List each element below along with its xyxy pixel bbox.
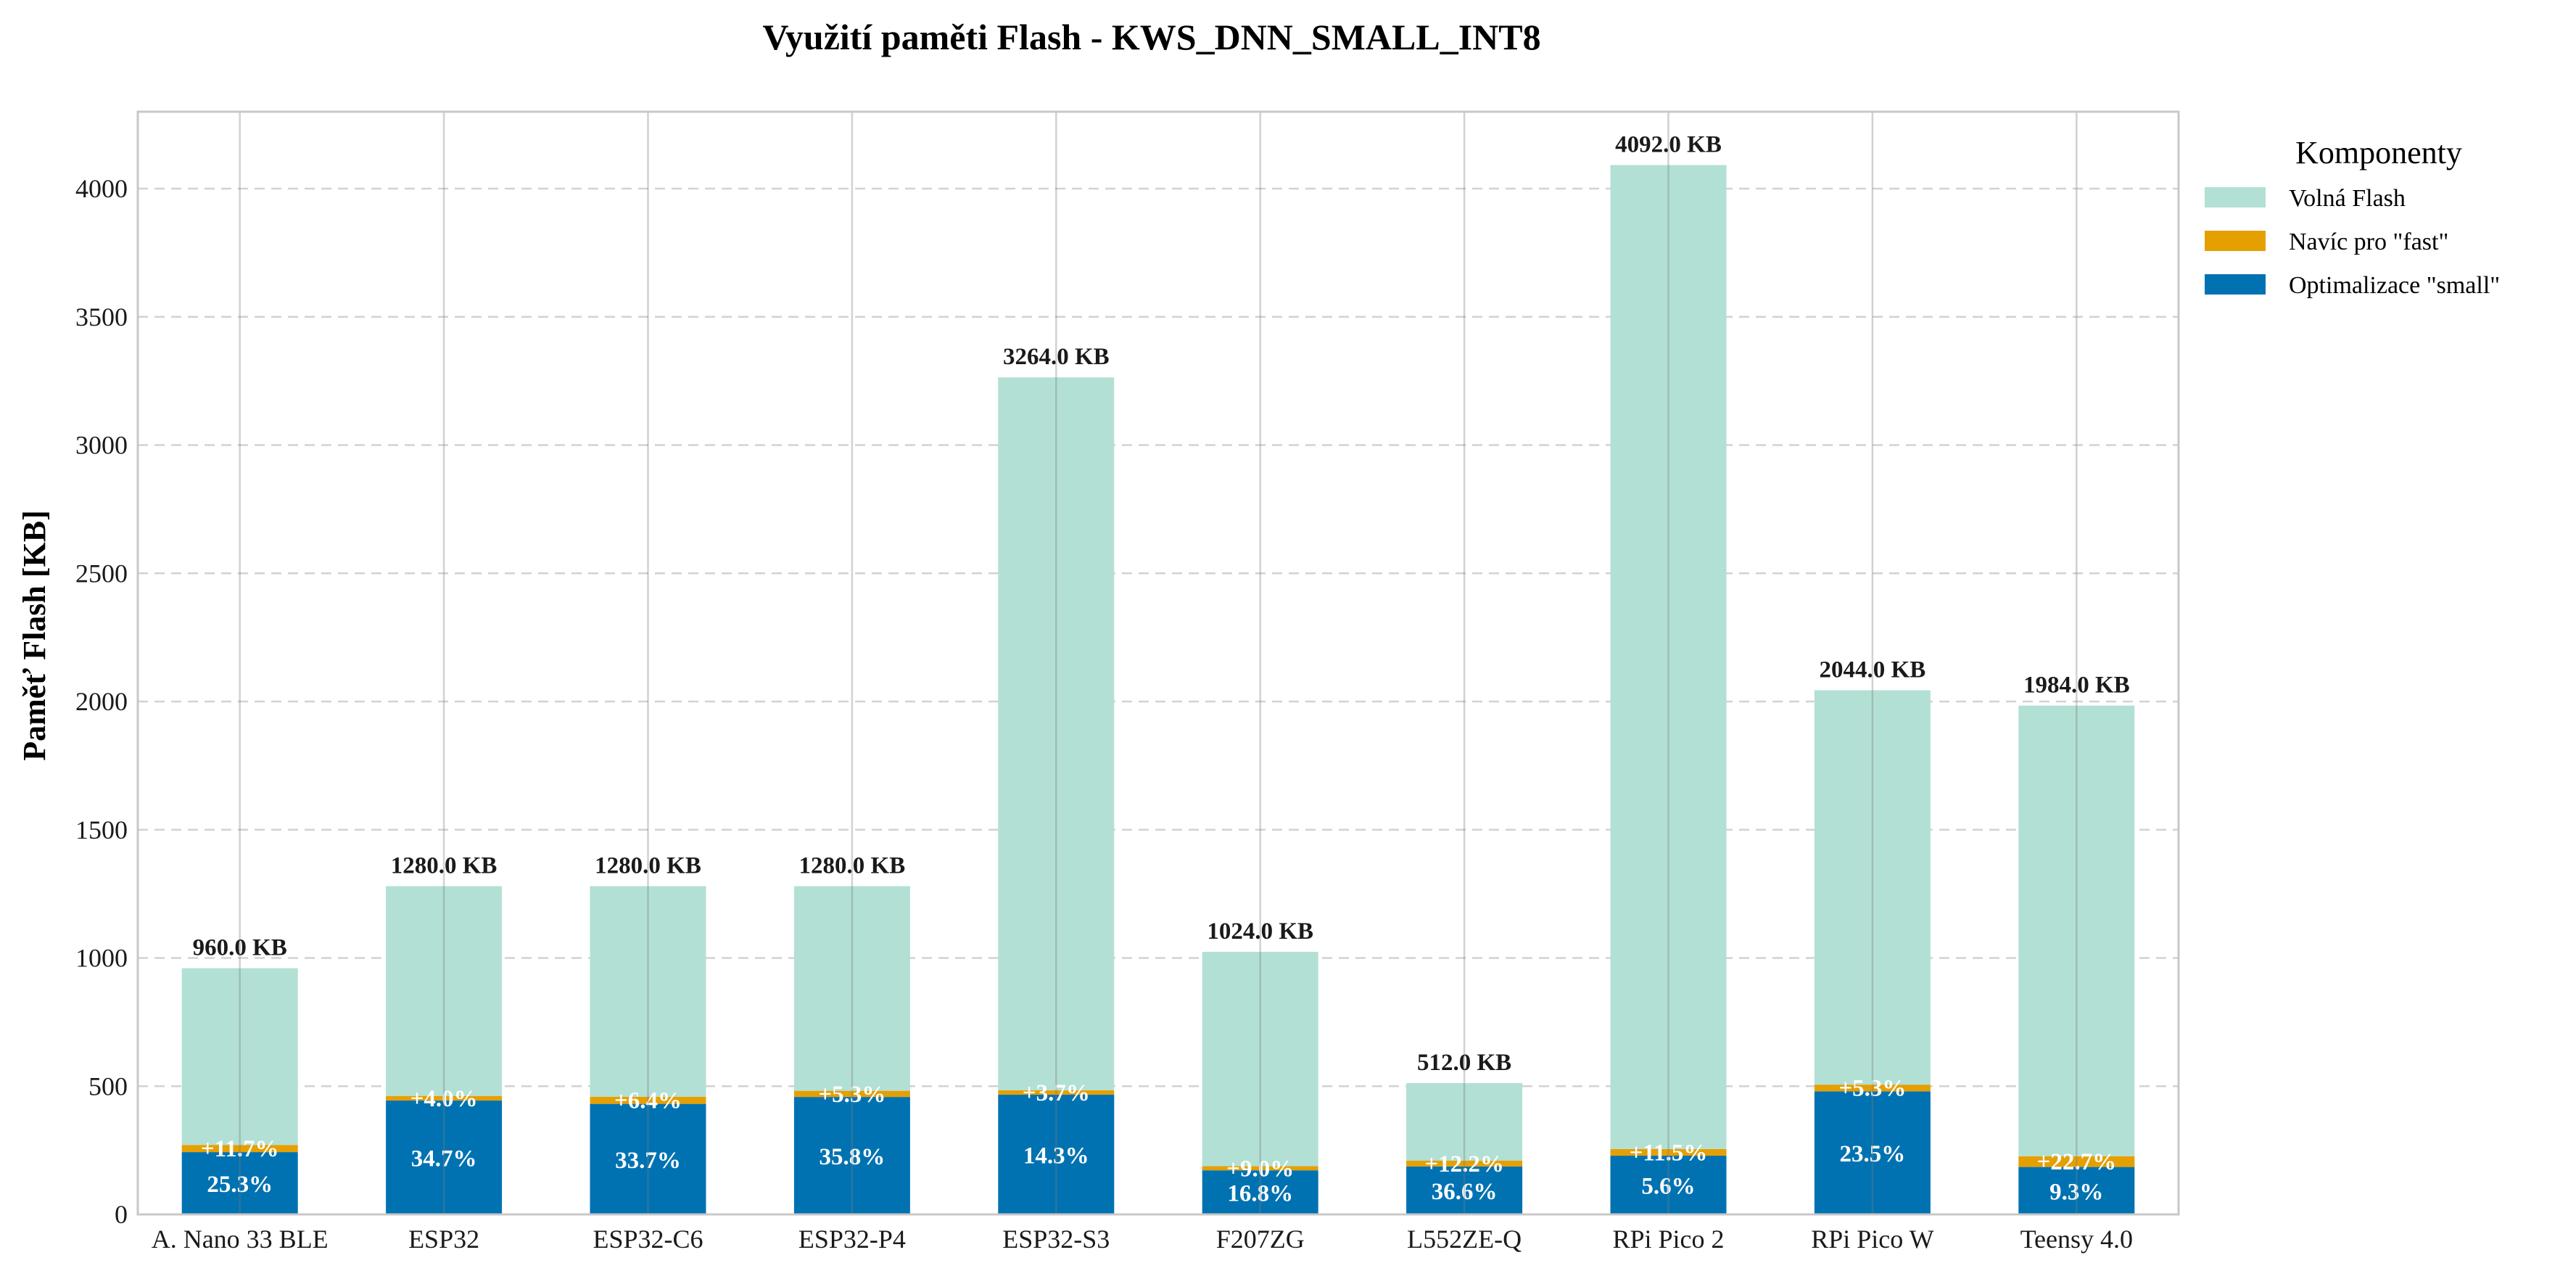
bar-segment [998,377,1115,1090]
bar-segment [1406,1083,1523,1161]
total-label: 1280.0 KB [799,853,906,879]
x-tick-label: Teensy 4.0 [2020,1225,2133,1254]
x-tick-label: RPi Pico 2 [1612,1225,1724,1254]
total-label: 512.0 KB [1417,1050,1511,1076]
legend-swatch [2205,231,2266,251]
data-labels: 960.0 KB 25.3% +11.7% 1280.0 KB 34.7% +4.0% 12… [193,112,2130,1214]
fast-pct-label: +4.0% [410,1086,478,1112]
bar-segment [181,1152,298,1214]
fast-pct-label: +11.5% [1630,1140,1708,1166]
bar-segment [181,968,298,1145]
legend: Komponenty Volná Flash Navíc pro "fast" Op… [2205,135,2500,299]
fast-pct-label: +22.7% [2037,1149,2117,1175]
bar-segment [1610,1156,1727,1214]
bar-segment [2018,705,2135,1156]
fast-pct-label: +5.3% [1838,1076,1906,1102]
total-label: 1024.0 KB [1207,918,1313,945]
bar-segment [793,1097,910,1214]
total-label: 2044.0 KB [1820,657,1926,683]
x-axis-ticks: A. Nano 33 BLE ESP32 ESP32-C6 ESP32-P4 ESP32… [152,1225,2133,1254]
total-label: 960.0 KB [193,935,287,961]
y-axis-ticks: 0 500 1000 1500 2000 2500 3000 3500 4000 [75,174,128,1229]
bar-segment [1610,165,1727,1149]
total-label: 3264.0 KB [1003,344,1110,370]
total-label: 4092.0 KB [1615,132,1722,158]
plot-frame [136,110,2180,1216]
x-tick-label: L552ZE-Q [1407,1225,1522,1254]
small-pct-label: 25.3% [207,1172,273,1198]
y-axis-label: Paměť Flash [KB] [17,510,52,761]
bar-segment [1202,1166,1318,1171]
bar-segment [1406,1160,1523,1167]
bar-segment [1610,1148,1727,1156]
small-pct-label: 35.8% [820,1144,886,1170]
y-tick-label: 3000 [75,431,128,460]
x-tick-label: F207ZG [1216,1225,1305,1254]
bar-segment [1814,1091,1931,1214]
legend-label: Optimalizace "small" [2289,272,2500,299]
legend-label: Navíc pro "fast" [2289,229,2448,255]
bar-segment [2018,1167,2135,1214]
fast-pct-label: +5.3% [818,1082,886,1108]
bars [181,165,2135,1214]
legend-swatch [2205,187,2266,207]
small-pct-label: 23.5% [1840,1141,1906,1167]
bar-segment [590,1096,706,1104]
x-tick-label: RPi Pico W [1811,1225,1933,1254]
bar-segment [1202,952,1318,1167]
y-tick-label: 0 [115,1200,128,1229]
bar-segment [998,1090,1115,1095]
fast-pct-label: +12.2% [1424,1151,1504,1177]
fast-pct-label: +6.4% [614,1088,682,1114]
fast-pct-label: +9.0% [1226,1156,1294,1182]
small-pct-label: 33.7% [615,1148,681,1174]
legend-label: Volná Flash [2289,185,2406,212]
small-pct-label: 14.3% [1023,1143,1089,1169]
bar-segment [386,1095,503,1101]
bar-segment [1202,1170,1318,1214]
fast-pct-label: +3.7% [1023,1080,1090,1106]
y-tick-label: 2000 [75,687,128,716]
x-tick-label: ESP32-P4 [798,1225,906,1254]
y-tick-label: 2500 [75,559,128,588]
small-pct-label: 16.8% [1227,1181,1293,1207]
chart-title: Využití paměti Flash - KWS_DNN_SMALL_INT… [762,17,1540,57]
legend-items: Volná Flash Navíc pro "fast" Optimalizace … [2205,185,2500,299]
bar-segment [386,1101,503,1214]
bar-segment [793,1090,910,1098]
y-tick-label: 4000 [75,174,128,203]
bar-segment [386,886,503,1096]
total-label: 1280.0 KB [595,853,701,879]
x-tick-label: ESP32 [408,1225,479,1254]
y-tick-label: 1500 [75,815,128,844]
small-pct-label: 9.3% [2049,1179,2103,1205]
x-tick-label: A. Nano 33 BLE [152,1225,329,1254]
bar-segment [1406,1166,1523,1214]
bar-segment [590,886,706,1097]
x-tick-label: ESP32-S3 [1002,1225,1110,1254]
total-label: 1280.0 KB [391,853,498,879]
small-pct-label: 34.7% [411,1146,477,1172]
bar-segment [998,1094,1115,1214]
y-tick-label: 3500 [75,303,128,332]
legend-title: Komponenty [2295,135,2462,170]
bar-segment [793,886,910,1091]
total-label: 1984.0 KB [2023,672,2130,699]
bar-segment [181,1145,298,1153]
x-tick-label: ESP32-C6 [593,1225,703,1254]
small-pct-label: 5.6% [1641,1174,1695,1200]
legend-swatch [2205,274,2266,295]
small-pct-label: 36.6% [1432,1179,1498,1205]
fast-pct-label: +11.7% [201,1136,279,1162]
bar-segment [1814,690,1931,1085]
y-tick-label: 1000 [75,944,128,973]
y-tick-label: 500 [88,1071,128,1101]
bar-segment [2018,1156,2135,1167]
bar-segment [1814,1085,1931,1092]
bar-segment [590,1103,706,1214]
